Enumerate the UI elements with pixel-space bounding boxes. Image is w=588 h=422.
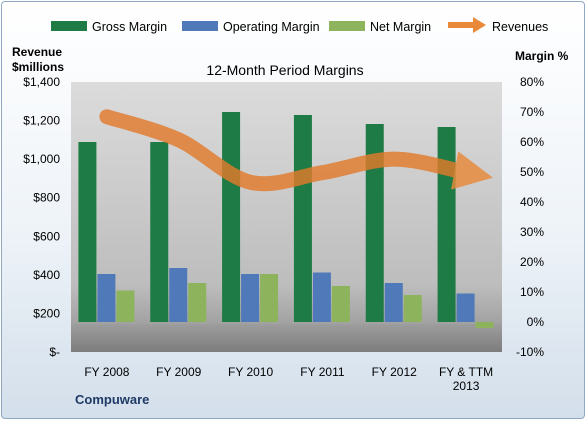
legend-item-gross-margin: Gross Margin [51,20,167,34]
y-right-tick-label: 30% [520,225,544,239]
company-label: Compuware [75,392,149,407]
x-tick-label: FY 2008 [84,365,129,379]
bar-gross-margin-fy-2010 [222,112,241,322]
y-left-axis-title-line2: $millions [12,60,64,74]
legend-label-operating-margin: Operating Margin [223,20,320,34]
legend-item-net-margin: Net Margin [329,20,431,34]
legend-swatch-gross-margin [51,21,87,31]
bar-net-margin-fy-2010 [260,274,279,322]
y-right-tick-label: 80% [520,75,544,89]
y-left-tick-label: $- [49,345,60,359]
bar-gross-margin-fy-2009 [150,142,169,322]
x-tick-label: FY & TTM [439,365,493,379]
y-left-axis-title-line1: Revenue [12,45,62,59]
y-right-tick-label: 0% [527,315,545,329]
plot-floor [71,324,502,352]
chart-title: 12-Month Period Margins [206,62,363,78]
y-right-tick-label: -10% [516,345,544,359]
bar-net-margin-fy-2009 [188,283,207,322]
legend-arrowhead-revenues [473,17,486,33]
y-left-tick-label: $600 [33,229,60,243]
y-left-tick-label: $400 [33,268,60,282]
x-axis-labels: FY 2008 FY 2009 FY 2010 FY 2011 FY 2012 FY & … [84,365,493,393]
legend: Gross Margin Operating Margin Net Margin… [51,17,548,34]
bar-operating-margin-fy-2011 [312,272,331,322]
legend-swatch-operating-margin [182,21,218,31]
revenue-trend-arrow [99,109,493,192]
revenue-series [99,109,493,192]
bar-gross-margin-fy-2008 [78,142,97,322]
x-tick-label: FY 2011 [300,365,345,379]
x-tick-label: FY 2010 [228,365,273,379]
y-left-tick-label: $800 [33,191,60,205]
y-right-axis-title: Margin % [515,49,569,63]
y-right-tick-label: 20% [520,255,544,269]
margins-chart: Gross Margin Operating Margin Net Margin… [12,17,569,407]
legend-swatch-net-margin [329,21,365,31]
y-left-tick-label: $200 [33,306,60,320]
legend-label-gross-margin: Gross Margin [92,20,167,34]
y-left-tick-label: $1,200 [23,114,60,128]
bar-net-margin-fy-2011 [331,286,350,322]
y-left-tick-label: $1,400 [23,75,60,89]
y-left-axis-ticks: $- $200 $400 $600 $800 $1,000 $1,200 $1,400 [23,75,60,359]
bar-gross-margin-fy-ttm-2013 [437,127,456,322]
bar-net-margin-fy-2012 [403,295,422,322]
bar-net-margin-fy-2008 [116,290,135,322]
y-left-tick-label: $1,000 [23,152,60,166]
x-tick-label: FY 2009 [156,365,201,379]
x-tick-label: FY 2012 [372,365,417,379]
bar-gross-margin-fy-2012 [365,124,384,322]
y-right-tick-label: 40% [520,195,544,209]
bar-operating-margin-fy-ttm-2013 [456,293,475,322]
legend-item-operating-margin: Operating Margin [182,20,320,34]
bar-operating-margin-fy-2009 [169,268,188,322]
bar-series [78,112,494,328]
bar-net-margin-fy-ttm-2013 [475,322,494,328]
bar-operating-margin-fy-2008 [97,274,116,322]
y-right-tick-label: 60% [520,135,544,149]
y-right-tick-label: 70% [520,105,544,119]
legend-label-net-margin: Net Margin [370,20,431,34]
bar-operating-margin-fy-2010 [241,274,260,322]
y-right-tick-label: 50% [520,165,544,179]
legend-item-revenues: Revenues [448,17,548,34]
y-right-axis-ticks: -10% 0% 10% 20% 30% 40% 50% 60% 70% 80% [516,75,544,359]
y-right-tick-label: 10% [520,285,544,299]
x-tick-label: 2013 [453,379,480,393]
bar-operating-margin-fy-2012 [384,283,403,322]
bar-gross-margin-fy-2011 [293,115,312,322]
legend-label-revenues: Revenues [492,20,548,34]
